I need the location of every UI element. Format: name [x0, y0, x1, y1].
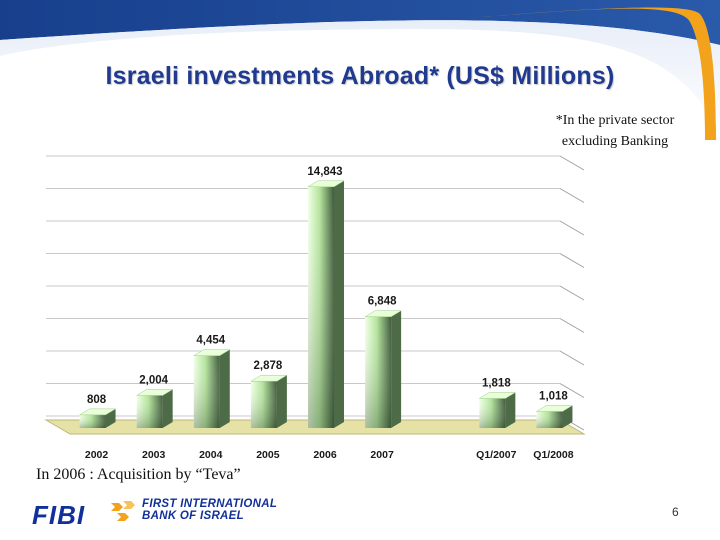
bar-shade	[365, 316, 392, 428]
x-tick-label: 2006	[313, 449, 337, 461]
bar	[364, 310, 403, 428]
x-tick-label: Q1/2007	[476, 449, 516, 461]
gridline-edge	[559, 350, 585, 366]
bar	[478, 392, 517, 428]
bar-side	[562, 405, 573, 428]
bar-top	[535, 405, 574, 412]
bar-shade	[536, 411, 563, 428]
gridline-edge	[559, 285, 585, 301]
bar-top	[192, 349, 231, 356]
bar-side	[276, 375, 287, 428]
bar-top	[307, 180, 345, 188]
footnote: *In the private sector excluding Banking	[520, 110, 710, 152]
bank-name-line-2: BANK OF ISRAEL	[142, 510, 244, 522]
gridline-edge	[559, 155, 585, 171]
bar-top	[135, 389, 174, 396]
bar-side	[505, 392, 516, 428]
bar-value-label: 1,818	[482, 377, 511, 389]
fibi-logo-icon	[111, 501, 135, 521]
footnote-line-1: *In the private sector	[555, 113, 675, 128]
bar-value-label: 14,843	[307, 166, 342, 178]
bar	[192, 349, 231, 428]
gridline-edge	[559, 188, 585, 203]
bar-value-label: 2,878	[253, 360, 282, 372]
bar	[135, 389, 174, 428]
bar-side	[162, 389, 173, 428]
bar-shade	[136, 395, 163, 428]
page-title: Israeli investments Abroad* (US$ Million…	[105, 62, 615, 90]
fibi-logo-text: FIBI	[32, 500, 86, 530]
bar-value-label: 6,848	[368, 296, 397, 308]
gridline-edge	[559, 383, 585, 398]
bar-shade	[308, 186, 334, 428]
bar-shade	[193, 355, 220, 428]
x-tick-label: Q1/2008	[533, 449, 573, 461]
bar-value-label: 808	[87, 394, 107, 406]
page-number: 6	[672, 505, 679, 519]
band-pale-shape	[0, 20, 720, 141]
bar	[78, 408, 117, 428]
band-accent-shape	[480, 7, 716, 140]
bar-top	[78, 408, 117, 416]
bar-chart: 808 2002 2,004 2003 4,454 2004 2,878 2005 14,843…	[44, 155, 586, 461]
bar-side	[334, 180, 344, 428]
bar	[535, 405, 574, 428]
bar-value-label: 4,454	[196, 335, 225, 347]
bar-value-label: 1,018	[539, 390, 568, 402]
chart-caption: In 2006 : Acquisition by “Teva”	[36, 466, 241, 483]
bank-name-line-1: FIRST INTERNATIONAL	[142, 498, 278, 510]
x-tick-label: 2005	[256, 449, 280, 461]
chart-gridlines	[46, 155, 585, 431]
x-tick-label: 2004	[199, 449, 223, 461]
x-tick-label: 2002	[85, 449, 109, 461]
bar-shade	[479, 398, 506, 428]
bar-top	[364, 310, 403, 317]
gridline-edge	[559, 220, 585, 236]
bar-side	[391, 310, 402, 428]
band-dark-shape	[0, 0, 720, 45]
bar-value-label: 2,004	[139, 374, 168, 386]
gridline-edge	[559, 253, 585, 268]
bar	[249, 374, 288, 428]
bar	[307, 180, 345, 428]
bar-shade	[250, 381, 277, 428]
bar-side	[219, 349, 230, 428]
bank-name: FIRST INTERNATIONAL BANK OF ISRAEL	[142, 498, 277, 522]
gridline-edge	[559, 318, 585, 333]
bar-shade	[79, 414, 106, 428]
x-tick-label: 2007	[370, 449, 394, 461]
x-tick-label: 2003	[142, 449, 166, 461]
bar-top	[478, 392, 517, 399]
bar-top	[249, 374, 288, 382]
footnote-line-2: excluding Banking	[561, 134, 669, 149]
